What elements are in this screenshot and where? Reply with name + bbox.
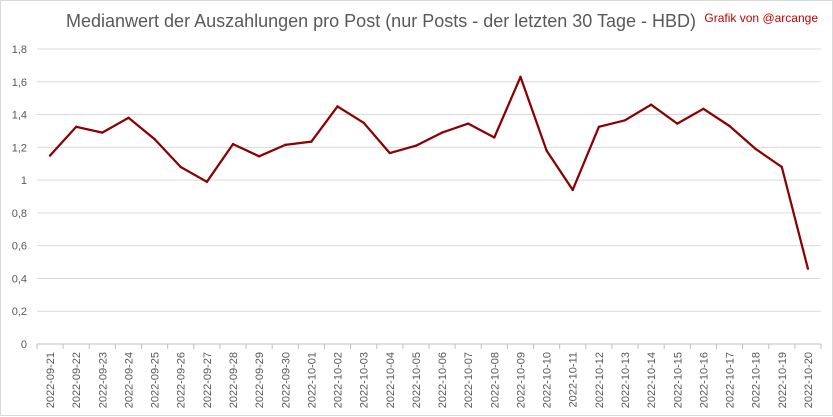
x-tick-label: 2022-10-01	[306, 352, 318, 408]
data-point	[231, 142, 235, 146]
x-tick-label: 2022-10-14	[646, 352, 658, 408]
data-point	[101, 131, 104, 134]
data-point	[310, 140, 313, 143]
data-point	[336, 105, 339, 108]
y-tick-label: 0,6	[12, 241, 27, 253]
data-point	[153, 137, 156, 141]
data-point	[728, 124, 731, 128]
y-tick-label: 0,2	[12, 306, 27, 318]
x-tick-label: 2022-10-07	[463, 352, 475, 408]
x-tick-label: 2022-10-20	[803, 352, 815, 408]
data-point	[205, 180, 209, 183]
data-point	[493, 136, 496, 139]
x-tick-label: 2022-10-13	[620, 352, 632, 408]
x-tick-label: 2022-09-27	[202, 352, 214, 408]
data-point	[649, 103, 653, 106]
x-tick-label: 2022-10-18	[751, 352, 763, 408]
x-tick-label: 2022-09-30	[280, 352, 292, 408]
series	[48, 75, 810, 270]
chart-credit: Grafik von @arcange	[704, 11, 818, 25]
data-point	[597, 125, 601, 129]
y-tick-label: 0	[21, 339, 27, 351]
data-point	[806, 267, 810, 270]
data-point	[676, 122, 679, 125]
x-tick-label: 2022-09-29	[254, 352, 266, 408]
x-tick-label: 2022-09-28	[228, 352, 240, 408]
data-point	[754, 147, 757, 151]
y-tick-labels: 0 0,2 0,4 0,6 0,8 1 1,2 1,4 1,6 1,8	[12, 44, 27, 351]
x-tick-label: 2022-10-03	[359, 352, 371, 408]
data-point	[545, 149, 548, 152]
x-tick-label: 2022-10-05	[411, 352, 423, 408]
data-point	[75, 125, 78, 129]
chart-title: Medianwert der Auszahlungen pro Post (nu…	[66, 11, 696, 31]
x-tick-label: 2022-10-11	[568, 352, 580, 407]
data-point	[571, 188, 574, 192]
data-point	[48, 154, 52, 157]
gridlines	[37, 48, 821, 312]
y-tick-label: 1,6	[12, 77, 27, 89]
y-tick-label: 1	[21, 175, 27, 187]
x-tick-label: 2022-10-19	[777, 352, 789, 408]
data-point	[780, 165, 783, 169]
data-point	[388, 151, 391, 155]
x-tick-label: 2022-09-24	[123, 352, 135, 408]
x-tick-label: 2022-10-10	[542, 352, 554, 408]
x-tick-label: 2022-10-06	[437, 352, 449, 408]
data-point	[467, 122, 470, 125]
y-tick-label: 1,8	[12, 44, 27, 56]
data-point	[284, 143, 287, 147]
x-tick-label: 2022-10-12	[594, 352, 606, 408]
data-point	[623, 119, 627, 122]
data-point	[440, 131, 444, 134]
x-tick-label: 2022-09-26	[176, 352, 188, 408]
y-tick-label: 1,2	[12, 142, 27, 154]
x-tick-label: 2022-10-15	[672, 352, 684, 408]
x-tick-label: 2022-10-04	[385, 352, 397, 408]
x-tick-label: 2022-09-25	[150, 352, 162, 408]
data-point	[179, 165, 182, 169]
axes	[36, 343, 822, 349]
y-tick-label: 0,8	[12, 208, 27, 220]
series-line	[48, 75, 810, 270]
y-tick-label: 1,4	[12, 110, 27, 122]
data-point	[362, 121, 365, 124]
x-tick-labels: 2022-09-21 2022-09-22 2022-09-23 2022-09-24…	[45, 352, 815, 408]
x-tick-label: 2022-10-17	[725, 352, 737, 408]
data-point	[519, 75, 522, 79]
x-tick-label: 2022-10-02	[333, 352, 345, 408]
x-tick-label: 2022-10-09	[515, 352, 527, 408]
data-point	[127, 116, 130, 120]
data-point	[257, 155, 261, 158]
x-tick-label: 2022-10-16	[698, 352, 710, 408]
x-tick-label: 2022-09-22	[71, 352, 83, 408]
y-tick-label: 0,4	[12, 273, 27, 285]
x-tick-label: 2022-09-23	[97, 352, 109, 408]
data-point	[414, 144, 418, 147]
data-point	[702, 107, 705, 111]
x-tick-label: 2022-10-08	[489, 352, 501, 408]
x-tick-label: 2022-09-21	[45, 352, 57, 408]
